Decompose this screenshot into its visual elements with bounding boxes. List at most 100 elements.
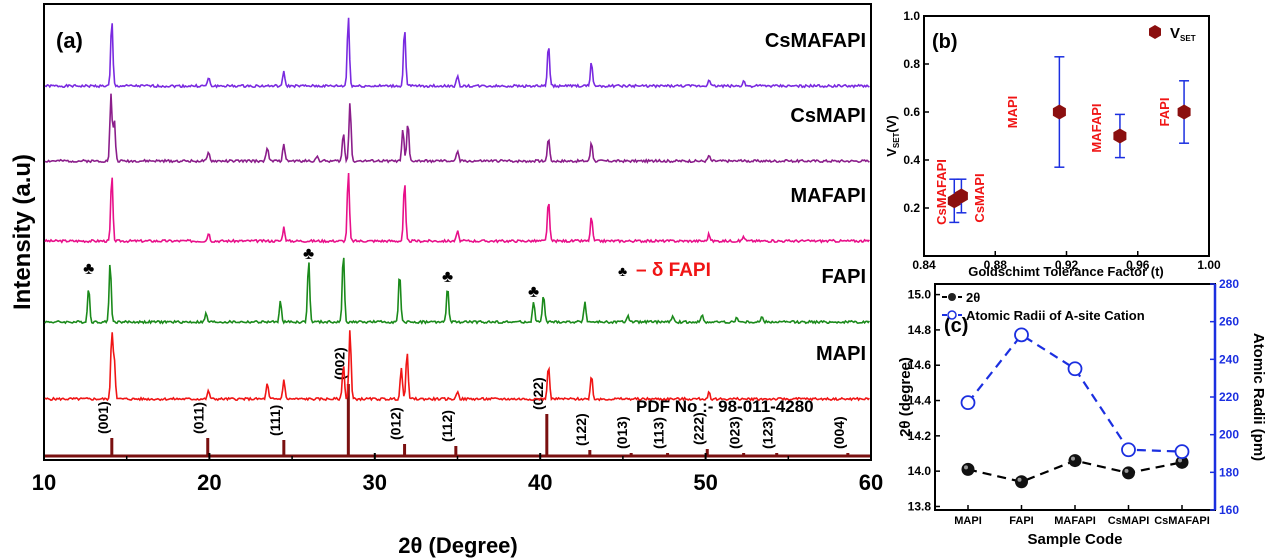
y-tick-label: 0.4 — [903, 153, 920, 167]
y-tick-label: 0.6 — [903, 105, 920, 119]
impurity-marker: ♣ — [303, 244, 314, 263]
panel-b-frame — [923, 15, 1210, 257]
y-tick-label: 14.6 — [908, 358, 932, 372]
panel-b-legend-marker — [1149, 25, 1161, 39]
panel-b-ticks: 0.84 0.88 0.92 0.96 1.00 0.2 0.4 0.6 0.8 1.0 — [903, 9, 1221, 272]
vset-point-label: FAPI — [1157, 98, 1172, 127]
y-tick-label: 0.2 — [903, 201, 920, 215]
x-tick-label: CsMAPI — [1108, 515, 1150, 527]
panel-b-legend-text: VSET — [1170, 25, 1196, 43]
vset-point — [1113, 128, 1127, 144]
legend-2theta-label: 2θ — [966, 290, 980, 305]
series-point-highlight — [1017, 477, 1022, 482]
y2-tick-label: 280 — [1219, 277, 1239, 291]
xrd-trace — [44, 93, 870, 164]
reference-hkl-label: (013) — [614, 416, 630, 449]
y2-tick-label: 180 — [1219, 465, 1239, 479]
panel-c-series — [960, 327, 1190, 489]
panel-a-label: (a) — [56, 28, 83, 53]
series-point — [1067, 361, 1083, 377]
xrd-traces: CsMAFAPI CsMAPI MAFAPI FAPI MAPI — [44, 17, 871, 402]
series-point-highlight — [1071, 456, 1075, 461]
y-tick-label: 13.8 — [908, 499, 932, 513]
reference-hkl-label: (222) — [690, 412, 706, 445]
vset-point-label: MAFAPI — [1089, 103, 1104, 152]
series-point — [1068, 454, 1082, 468]
reference-hkl-label: (122) — [573, 413, 589, 446]
vset-point — [1052, 104, 1066, 120]
x-tick-label: MAPI — [954, 515, 982, 527]
x-tick-label: 60 — [859, 470, 883, 495]
series-point — [1122, 466, 1135, 480]
impurity-marker: ♣ — [528, 282, 539, 301]
panel-a-y-axis-title: Intensity (a.u) — [9, 154, 36, 310]
legend-radii-label: Atomic Radii of A-site Cation — [966, 308, 1145, 323]
panel-a-x-axis-title: 2θ (Degree) — [398, 533, 518, 558]
xrd-trace-label: CsMAPI — [790, 105, 866, 127]
reference-hkl-label: (112) — [439, 410, 455, 442]
reference-pdf-label: PDF No :- 98-011-4280 — [636, 397, 814, 416]
legend-radii-marker — [947, 310, 957, 320]
panel-b-vset: 0.84 0.88 0.92 0.96 1.00 0.2 0.4 0.6 0.8 1.0 CsMA… — [884, 9, 1221, 279]
series-point — [1174, 444, 1190, 460]
series-point — [961, 462, 975, 476]
panel-c-y2-axis-title: Atomic Radii (pm) — [1250, 333, 1267, 461]
vset-point — [1177, 104, 1191, 120]
panel-b-y-axis-title: VSET(V) — [884, 115, 901, 157]
xrd-trace-label: MAFAPI — [790, 185, 866, 207]
series-point — [960, 395, 976, 411]
panel-c-ticks: MAPI FAPI MAFAPI CsMAPI CsMAFAPI 13.8 14.0 14.2… — [908, 277, 1240, 527]
y-tick-label: 14.0 — [908, 464, 932, 478]
series-line — [967, 333, 1183, 453]
reference-hkl-label: (001) — [95, 401, 111, 434]
xrd-trace — [44, 17, 870, 89]
x-tick-label: 0.92 — [1055, 258, 1079, 272]
x-tick-label: 40 — [528, 470, 552, 495]
reference-hkl-label: (123) — [760, 416, 776, 449]
reference-hkl-label: (004) — [831, 416, 847, 449]
xrd-trace — [44, 257, 871, 325]
x-tick-label: 30 — [363, 470, 387, 495]
x-tick-label: 10 — [32, 470, 56, 495]
vset-point-label: MAPI — [1005, 96, 1020, 129]
y2-tick-label: 240 — [1219, 352, 1239, 366]
impurity-marker: ♣ — [83, 259, 94, 278]
x-tick-label: 50 — [693, 470, 717, 495]
y-tick-label: 0.8 — [903, 57, 920, 71]
vset-point — [954, 188, 968, 204]
series-point — [1014, 327, 1029, 343]
panel-b-x-axis-title: Goldschimt Tolerance Factor (t) — [968, 264, 1164, 279]
y-tick-label: 15.0 — [908, 288, 932, 302]
y-tick-label: 14.8 — [908, 323, 932, 337]
xrd-trace-label: MAPI — [816, 343, 866, 365]
x-tick-label: 1.00 — [1197, 258, 1221, 272]
y2-tick-label: 260 — [1219, 315, 1239, 329]
impurity-marker: ♣ — [442, 267, 453, 286]
x-tick-label: 0.84 — [912, 258, 936, 272]
reference-hkl-label: (022) — [530, 377, 546, 410]
series-point — [1121, 442, 1136, 458]
xrd-trace-label: CsMAFAPI — [765, 30, 866, 52]
reference-hkl-label: (111) — [267, 405, 283, 436]
reference-hkl-label: (011) — [191, 402, 207, 434]
y-tick-label: 1.0 — [903, 9, 920, 23]
reference-hkl-label: (113) — [651, 417, 667, 449]
reference-pattern: (001) (011) (111)(002)(012) (112)(022)(122)… — [44, 347, 871, 458]
legend-club-symbol: ♣ — [618, 263, 627, 279]
panel-a-xrd: (001) (011) (111)(002)(012) (112)(022)(122)… — [9, 3, 883, 558]
reference-hkl-label: (023) — [727, 416, 743, 449]
y2-tick-label: 160 — [1219, 503, 1239, 517]
panel-c-label: (c) — [944, 315, 968, 337]
panel-c-y-axis-title: 2θ (degree) — [897, 357, 914, 437]
reference-hkl-label: (012) — [388, 407, 404, 440]
x-tick-label: 0.88 — [984, 258, 1008, 272]
panel-c-x-axis-title: Sample Code — [1027, 531, 1122, 548]
series-point-highlight — [1124, 468, 1129, 473]
xrd-trace-label: FAPI — [822, 266, 866, 288]
y2-tick-label: 200 — [1219, 428, 1239, 442]
x-tick-label: FAPI — [1009, 515, 1033, 527]
panel-b-label: (b) — [932, 31, 958, 53]
vset-point-label: CsMAPI — [972, 173, 987, 222]
series-point-highlight — [964, 465, 968, 470]
